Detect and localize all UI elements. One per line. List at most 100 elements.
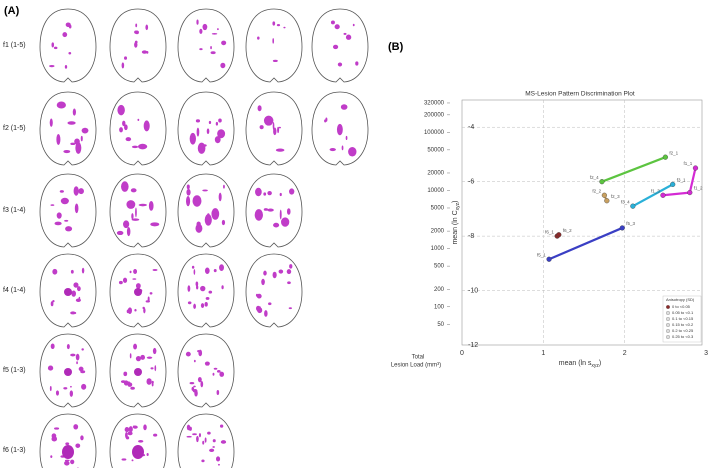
lesion — [132, 278, 137, 280]
lesion — [272, 38, 275, 44]
lesion — [71, 290, 76, 297]
lesion — [146, 453, 149, 456]
legend-label: 0.2 to <0.25 — [672, 328, 694, 333]
lesion — [267, 208, 274, 212]
lesion — [204, 267, 210, 274]
legend-marker — [666, 317, 670, 321]
lesion — [145, 24, 149, 31]
lesion — [211, 32, 218, 35]
lesion — [67, 121, 76, 125]
lesion — [138, 203, 147, 207]
lesion — [195, 119, 201, 123]
lesion — [134, 40, 138, 44]
lesion — [63, 149, 71, 154]
lesion — [62, 445, 74, 459]
lesion — [126, 200, 136, 209]
lesion — [211, 208, 220, 220]
lesion — [121, 62, 125, 69]
lesion — [146, 356, 153, 359]
lesion — [130, 188, 137, 193]
lesion — [199, 48, 203, 51]
lesion — [263, 270, 267, 276]
lesion — [122, 120, 126, 127]
lesion — [196, 285, 199, 290]
lesion — [192, 433, 197, 436]
lesion — [355, 61, 359, 66]
lesion — [264, 310, 268, 317]
lesion — [64, 219, 69, 222]
lesion — [131, 213, 134, 220]
lesion — [187, 285, 191, 292]
lesion — [201, 459, 205, 463]
lesion — [348, 147, 357, 157]
lesion — [121, 181, 129, 192]
lesion — [49, 64, 55, 68]
lesion — [64, 64, 68, 69]
legend-label: 0.1 to <0.15 — [672, 316, 694, 321]
lesion — [215, 456, 221, 462]
brain-outline — [245, 253, 303, 328]
lesion — [286, 208, 291, 215]
lesion — [257, 105, 262, 112]
data-point — [662, 154, 668, 160]
lesion — [278, 269, 284, 274]
lesion — [330, 20, 335, 25]
brain-outline — [245, 8, 303, 83]
lesion — [195, 281, 199, 287]
lesion — [151, 380, 154, 384]
lesion — [202, 189, 208, 192]
legend-label: 0 to <0.05 — [672, 304, 691, 309]
series-line — [601, 156, 666, 183]
legend-marker — [666, 329, 670, 333]
lesion — [68, 52, 72, 55]
lesion — [75, 298, 81, 302]
brain-outline — [39, 8, 97, 83]
lesion — [140, 354, 146, 360]
lesion — [125, 137, 132, 142]
lesion — [51, 436, 58, 442]
lesion — [278, 126, 281, 129]
lesion — [130, 386, 135, 390]
lesion — [279, 209, 282, 220]
y-tick-label: -6 — [468, 179, 474, 186]
lesion — [124, 124, 128, 131]
point-label: f2_2 — [592, 188, 601, 193]
y-tick-label: -4 — [468, 124, 474, 131]
x-tick-label: 0 — [460, 350, 464, 357]
axis-title-sub: xyz — [591, 363, 599, 369]
lesion — [216, 389, 220, 395]
lesion — [133, 343, 138, 350]
lesion — [52, 300, 55, 303]
lesion — [135, 207, 137, 218]
lesion — [47, 365, 54, 371]
lesion — [64, 288, 72, 296]
row-label: f6 (1-3) — [3, 447, 26, 454]
legend-label: 0.05 to <0.1 — [672, 310, 694, 315]
point-label: f6_2 — [563, 228, 572, 233]
y2-tick-label: 200000 — [424, 112, 445, 118]
lesion — [218, 118, 222, 123]
lesion — [212, 372, 215, 376]
lesion — [204, 437, 207, 443]
lesion — [66, 343, 70, 350]
data-point — [692, 165, 699, 171]
lesion — [223, 184, 225, 189]
y2-tick-label: 320000 — [424, 101, 445, 107]
lesion — [272, 21, 276, 26]
y2-tick-label: 100 — [434, 304, 445, 310]
lesion — [56, 212, 62, 219]
lesion — [150, 367, 154, 370]
data-point — [619, 225, 625, 231]
lesion — [137, 118, 140, 121]
lesion — [337, 62, 343, 67]
lesion — [135, 283, 141, 289]
lesion — [70, 385, 72, 388]
lesion — [197, 377, 202, 383]
lesion — [152, 347, 157, 355]
lesion — [193, 359, 196, 363]
data-point — [630, 203, 636, 209]
lesion — [51, 42, 55, 48]
legend-label: 0.15 to <0.2 — [672, 322, 694, 327]
brain-outline — [177, 173, 235, 248]
lesion — [257, 36, 260, 40]
